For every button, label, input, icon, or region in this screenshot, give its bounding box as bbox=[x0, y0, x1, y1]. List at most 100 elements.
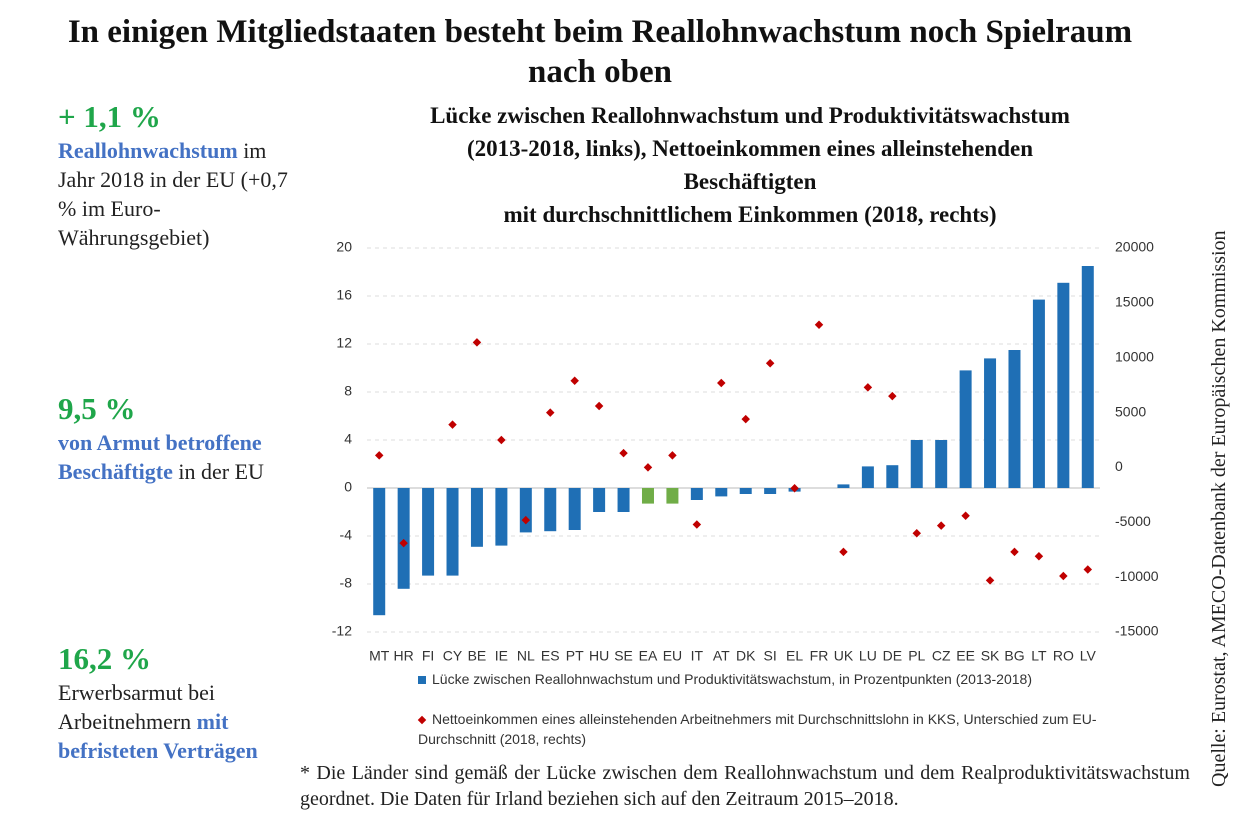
point bbox=[936, 521, 946, 530]
bar bbox=[397, 488, 410, 589]
bar bbox=[837, 484, 850, 488]
point bbox=[643, 463, 653, 472]
y2-tick-label: 5000 bbox=[1115, 403, 1146, 419]
point bbox=[961, 511, 970, 520]
x-tick-label: BE bbox=[468, 648, 487, 664]
point bbox=[717, 378, 726, 388]
point bbox=[521, 515, 531, 525]
x-tick-label: EA bbox=[639, 648, 658, 664]
source: Quelle: Eurostat, AMECO-Datenbank der Eu… bbox=[1208, 230, 1230, 788]
bar bbox=[373, 488, 386, 616]
y2-tick-label: -15000 bbox=[1115, 623, 1159, 639]
point bbox=[1083, 565, 1093, 574]
footnote: * Die Länder sind gemäß der Lücke zwisch… bbox=[300, 762, 1190, 810]
stat: + 1,1 % Reallohnwachstum im Jahr 2018 in … bbox=[58, 98, 293, 252]
y2-tick-label: 10000 bbox=[1115, 348, 1154, 364]
stat-figure: 16,2 % bbox=[58, 641, 151, 676]
bar bbox=[568, 488, 581, 530]
point bbox=[790, 484, 799, 493]
stat-text-part: im Jahr 2018 in der EU (+0,7 % im Euro-W… bbox=[58, 138, 288, 250]
point bbox=[570, 376, 579, 385]
bar bbox=[422, 488, 435, 576]
y-tick-label: 4 bbox=[344, 431, 352, 447]
y-tick-label: 16 bbox=[336, 287, 352, 303]
point bbox=[985, 576, 995, 585]
x-tick-label: CZ bbox=[932, 648, 951, 664]
point bbox=[1059, 571, 1068, 581]
legend-entry: Nettoeinkommen eines alleinstehenden Arb… bbox=[417, 709, 1138, 749]
stat-text-part: Erwerbsarmut bei Arbeitnehmern bbox=[58, 680, 215, 734]
point bbox=[619, 448, 628, 458]
stat-text-part: in der EU bbox=[172, 459, 264, 484]
point bbox=[839, 547, 848, 557]
bar bbox=[470, 488, 483, 547]
point bbox=[814, 320, 824, 330]
x-tick-label: PT bbox=[566, 648, 584, 664]
point bbox=[863, 383, 873, 392]
point bbox=[1034, 552, 1044, 561]
x-tick-label: HU bbox=[589, 648, 609, 664]
bar bbox=[764, 488, 777, 494]
x-tick-label: LT bbox=[1031, 648, 1047, 664]
x-tick-label: NL bbox=[517, 648, 535, 664]
bar bbox=[1057, 282, 1070, 488]
bar bbox=[861, 466, 874, 488]
x-tick-label: AT bbox=[713, 648, 730, 664]
stat-text: Reallohnwachstum im Jahr 2018 in der EU … bbox=[58, 136, 293, 252]
x-tick-label: FI bbox=[422, 648, 434, 664]
bar bbox=[935, 440, 948, 488]
point bbox=[472, 338, 482, 347]
bar bbox=[446, 488, 459, 576]
bar bbox=[495, 488, 508, 546]
bar bbox=[910, 440, 923, 488]
point bbox=[668, 451, 677, 460]
bar bbox=[666, 488, 679, 504]
point bbox=[692, 520, 702, 529]
point bbox=[448, 420, 457, 429]
y2-tick-label: -10000 bbox=[1115, 568, 1159, 584]
stat-text: Erwerbsarmut bei Arbeitnehmern mit befri… bbox=[58, 678, 293, 765]
chart-title-line: Lücke zwischen Reallohnwachstum und Prod… bbox=[430, 103, 1070, 128]
point bbox=[374, 451, 384, 460]
bar bbox=[617, 488, 630, 512]
stat-text-part: mit befristeten Verträgen bbox=[58, 709, 258, 763]
stat: 16,2 % Erwerbsarmut bei Arbeitnehmern mit… bbox=[58, 640, 293, 765]
bar bbox=[959, 370, 972, 488]
bar bbox=[544, 488, 557, 532]
x-tick-label: LU bbox=[859, 648, 877, 664]
point bbox=[399, 538, 408, 548]
chart-title-line: Beschäftigten bbox=[683, 169, 817, 194]
point bbox=[741, 414, 750, 424]
y-tick-label: -12 bbox=[332, 623, 352, 639]
x-tick-label: CY bbox=[443, 648, 463, 664]
bar bbox=[715, 488, 728, 497]
x-tick-label: IT bbox=[691, 648, 704, 664]
y2-tick-label: 0 bbox=[1115, 458, 1123, 474]
legend-label: Lücke zwischen Reallohnwachstum und Prod… bbox=[432, 671, 1032, 687]
x-tick-label: IE bbox=[495, 648, 508, 664]
stat-figure: + 1,1 % bbox=[58, 99, 161, 134]
stat-text-part: von Armut betroffene Beschäftigte bbox=[58, 430, 262, 484]
y-tick-label: 12 bbox=[336, 335, 352, 351]
chart: -12 -8 -4 0 4 8 12 16 20 -15000 -10000 -5000 0 5000 10… bbox=[332, 239, 1159, 664]
x-tick-label: PL bbox=[908, 648, 925, 664]
point bbox=[546, 408, 555, 417]
x-tick-label: DE bbox=[883, 648, 902, 664]
point bbox=[1010, 547, 1019, 557]
page-title: In einigen Mitgliedstaaten besteht beim … bbox=[67, 14, 1133, 90]
bar bbox=[690, 488, 703, 500]
stat: 9,5 % von Armut betroffene Beschäftigte i… bbox=[58, 390, 293, 486]
bar bbox=[984, 358, 997, 488]
stat-text: von Armut betroffene Beschäftigte in der… bbox=[58, 428, 293, 486]
point bbox=[765, 358, 775, 368]
y-tick-label: 0 bbox=[344, 479, 352, 495]
x-tick-label: SK bbox=[981, 648, 1000, 664]
y-tick-label: 20 bbox=[336, 239, 352, 255]
stat-figure: 9,5 % bbox=[58, 391, 136, 426]
bar bbox=[1032, 299, 1045, 488]
x-tick-label: DK bbox=[736, 648, 756, 664]
x-tick-label: SI bbox=[764, 648, 777, 664]
x-tick-label: BG bbox=[1004, 648, 1024, 664]
point bbox=[912, 529, 921, 538]
